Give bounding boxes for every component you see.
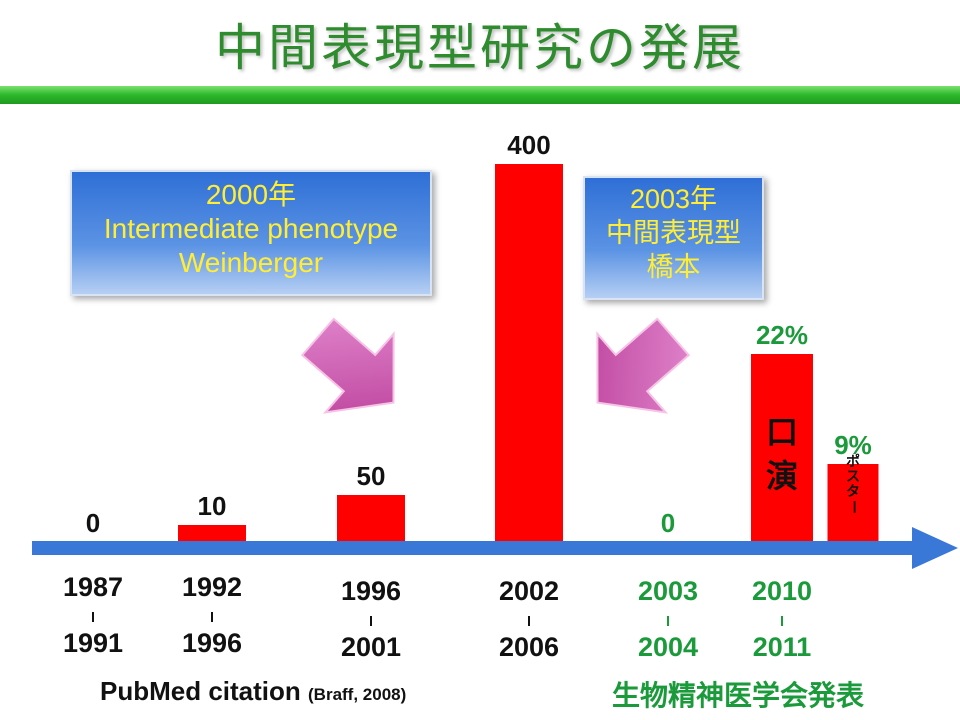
bar-inner-label: ス (846, 469, 860, 485)
year-start-label: 2010 (752, 576, 812, 606)
bar-value-label: 22% (756, 320, 808, 350)
callout-line: 2003年 (629, 184, 718, 214)
timeline-arrow (32, 527, 958, 569)
year-end-label: 1996 (182, 628, 242, 658)
year-start-label: 1992 (182, 572, 242, 602)
bar (178, 525, 246, 541)
bars-layer (178, 164, 879, 541)
callout-weinberger: 2000年 Intermediate phenotype Weinberger (70, 170, 432, 296)
bar-value-label: 50 (357, 461, 386, 491)
pointer-arrow-left (300, 317, 395, 414)
year-start-label: 1987 (63, 572, 123, 602)
year-start-label: 2003 (638, 576, 698, 606)
year-end-label: 2001 (341, 632, 401, 662)
pubmed-reference: (Braff, 2008) (308, 685, 407, 704)
year-range-tick (781, 616, 783, 626)
bar-value-label: 400 (507, 130, 550, 160)
title-divider (0, 86, 960, 104)
pubmed-source: PubMed citation (Braff, 2008) (100, 676, 406, 707)
year-end-label: 1991 (63, 628, 123, 658)
year-range-tick (528, 616, 530, 626)
bar (495, 164, 563, 541)
pubmed-label: PubMed citation (100, 676, 301, 706)
page-title: 中間表現型研究の発展 (215, 19, 745, 77)
year-start-label: 1996 (341, 576, 401, 606)
pointer-arrow-right (596, 317, 691, 414)
callout-hashimoto: 2003年 中間表現型 橋本 (583, 176, 764, 300)
callout-line: 中間表現型 (606, 218, 741, 248)
year-start-label: 2002 (499, 576, 559, 606)
labels-layer: 0 1987 1991 10 1992 1996 50 1996 2001 400 2002 2006… (63, 130, 872, 662)
year-end-label: 2011 (753, 632, 812, 662)
bar-inner-label: ポ (846, 453, 860, 470)
callout-line: Weinberger (178, 247, 324, 278)
year-range-tick (370, 616, 372, 626)
bar-inner-label: 口 (766, 413, 798, 451)
year-range-tick (211, 612, 213, 622)
bar (337, 495, 405, 541)
year-range-tick (667, 616, 669, 626)
year-end-label: 2006 (499, 632, 559, 662)
bar-value-label: 10 (198, 491, 227, 521)
bar-inner-label: 演 (766, 457, 798, 495)
japan-society-label: 生物精神医学会発表 (612, 679, 865, 712)
bar-value-label: 9% (834, 430, 872, 460)
bar-inner-label: タ (846, 484, 860, 500)
bar-value-label: 0 (86, 508, 100, 538)
year-range-tick (92, 612, 94, 622)
year-end-label: 2004 (638, 632, 698, 662)
callout-line: Intermediate phenotype (103, 213, 399, 244)
bar-inner-label: ー (845, 500, 861, 514)
bar (827, 464, 879, 541)
bar-value-label: 0 (661, 508, 675, 538)
bar (751, 354, 813, 541)
callout-line: 2000年 (205, 179, 297, 210)
callout-line: 橋本 (646, 252, 701, 282)
